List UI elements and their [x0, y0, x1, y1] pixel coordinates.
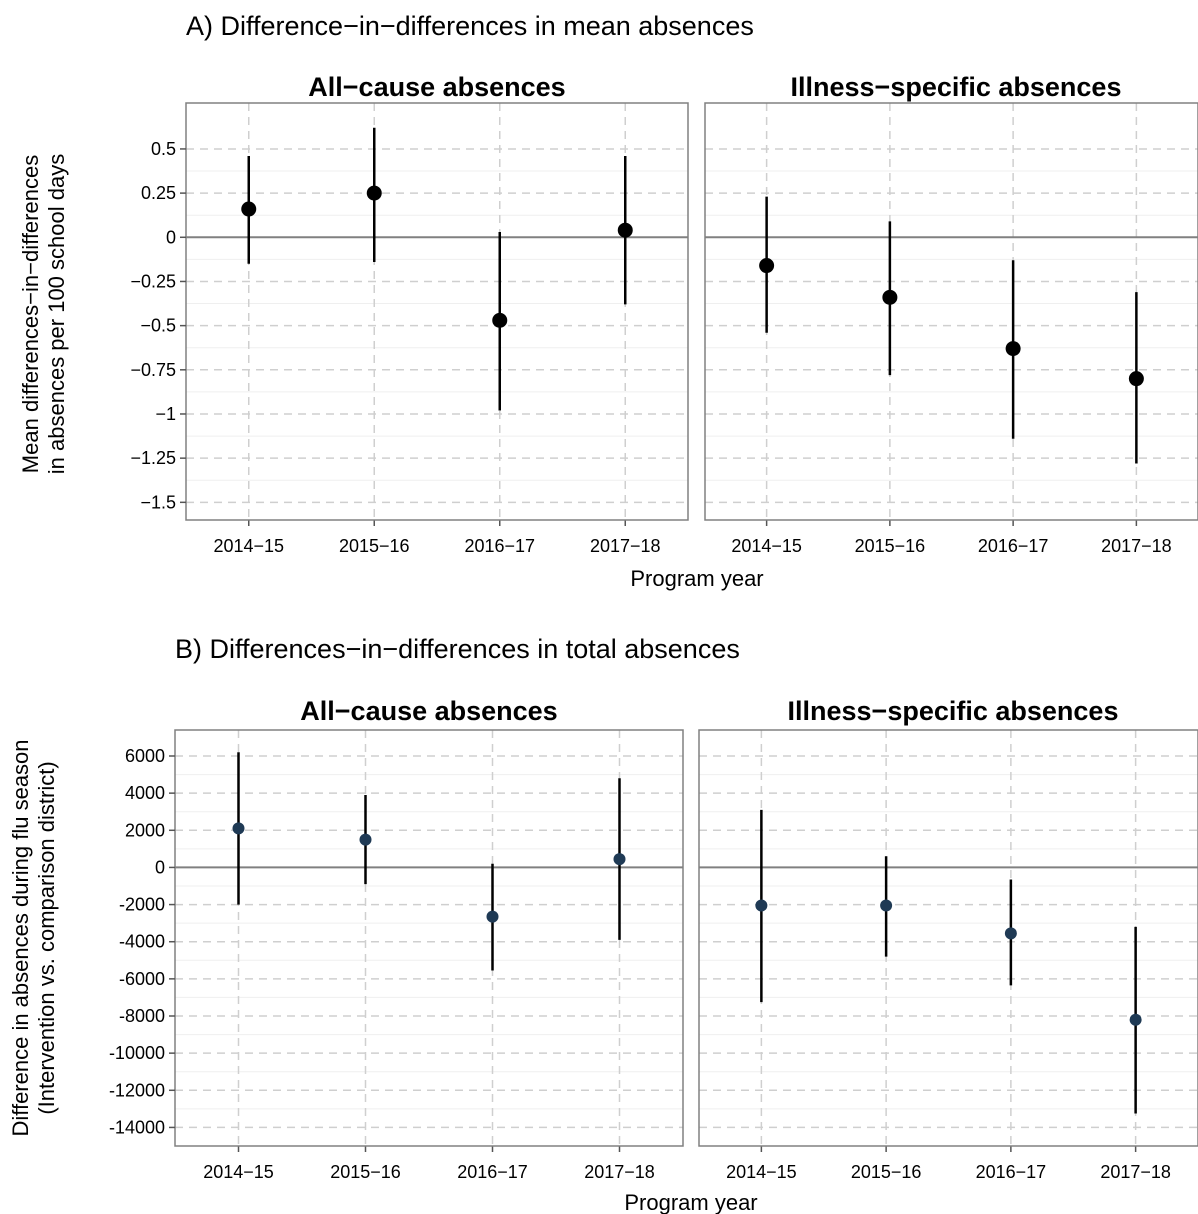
x-tick-label: 2015−16 — [855, 536, 926, 556]
figure-b-x-axis-label: Program year — [624, 1190, 757, 1214]
x-tick-label: 2017−18 — [584, 1162, 655, 1182]
figure-b-right-panel-title: Illness−specific absences — [788, 696, 1119, 726]
estimate-point — [492, 312, 508, 328]
panel-background — [175, 730, 683, 1146]
panel-border — [174, 729, 684, 1147]
figure-a-left-panel: 2014−15 2015−16 2016−17 2017−18 — [185, 102, 689, 556]
y-tick-label: 4000 — [125, 783, 165, 803]
x-tick-label: 2016−17 — [464, 536, 535, 556]
x-tick-label: 2016−17 — [978, 536, 1049, 556]
figure-a: A) Difference−in−differences in mean abs… — [18, 11, 1198, 591]
y-tick-label: −1.25 — [130, 448, 176, 468]
estimate-point — [232, 822, 245, 835]
x-tick-label: 2015−16 — [330, 1162, 401, 1182]
estimate-point — [613, 853, 626, 866]
x-tick-label: 2014−15 — [213, 536, 284, 556]
estimate-point — [880, 899, 893, 912]
y-tick-label: −0.75 — [130, 360, 176, 380]
y-tick-label: 2000 — [125, 820, 165, 840]
y-tick-label: −0.5 — [140, 316, 176, 336]
estimate-point — [1129, 1013, 1142, 1026]
figure-b-y-axis-label-line1: Difference in absences during flu season — [8, 739, 33, 1136]
panel-border — [704, 102, 1198, 521]
y-tick-label: -14000 — [109, 1117, 165, 1137]
estimate-point — [486, 910, 499, 923]
estimate-point — [241, 201, 257, 217]
figure-a-y-ticks: 0.5 0.25 0 −0.25 −0.5 −0.75 −1 −1.25 −1.5 — [130, 139, 186, 512]
estimate-point — [1004, 927, 1017, 940]
x-tick-label: 2015−16 — [339, 536, 410, 556]
x-tick-label: 2014−15 — [731, 536, 802, 556]
x-tick-label: 2016−17 — [457, 1162, 528, 1182]
estimate-point — [359, 833, 372, 846]
figure-b-left-panel: 2014−15 2015−16 2016−17 2017−18 — [174, 729, 684, 1182]
estimate-point — [1005, 341, 1021, 357]
estimate-point — [1128, 371, 1144, 387]
figure-b-title: B) Differences−in−differences in total a… — [175, 634, 740, 664]
figure-a-right-panel: 2014−15 2015−16 2016−17 2017−18 — [704, 102, 1198, 556]
panel-background — [705, 103, 1198, 520]
figure-a-left-panel-title: All−cause absences — [308, 72, 565, 102]
y-tick-label: 0.5 — [151, 139, 176, 159]
x-tick-label: 2014−15 — [203, 1162, 274, 1182]
panel-border — [698, 729, 1198, 1147]
y-tick-label: −1 — [155, 404, 176, 424]
estimate-point — [755, 899, 768, 912]
x-tick-label: 2016−17 — [976, 1162, 1047, 1182]
figure-a-y-axis-label-line2: in absences per 100 school days — [44, 154, 69, 474]
figure-b: B) Differences−in−differences in total a… — [8, 634, 1198, 1214]
panel-background — [699, 730, 1198, 1146]
y-tick-label: −0.25 — [130, 271, 176, 291]
y-tick-label: -6000 — [119, 969, 165, 989]
panel-background — [186, 103, 688, 520]
y-tick-label: -4000 — [119, 932, 165, 952]
estimate-point — [882, 289, 898, 305]
x-tick-label: 2017−18 — [590, 536, 661, 556]
figure-b-left-panel-title: All−cause absences — [300, 696, 557, 726]
y-tick-label: 0 — [166, 227, 176, 247]
x-tick-label: 2015−16 — [851, 1162, 922, 1182]
x-tick-label: 2017−18 — [1101, 536, 1172, 556]
figure-b-right-panel: 2014−15 2015−16 2016−17 2017−18 — [698, 729, 1198, 1182]
figure-a-x-axis-label: Program year — [630, 566, 763, 591]
estimate-point — [759, 258, 775, 274]
figure-a-title: A) Difference−in−differences in mean abs… — [186, 11, 754, 41]
y-tick-label: -12000 — [109, 1080, 165, 1100]
y-tick-label: 0 — [155, 857, 165, 877]
x-tick-label: 2017−18 — [1100, 1162, 1171, 1182]
y-tick-label: 0.25 — [141, 183, 176, 203]
y-tick-label: −1.5 — [140, 492, 176, 512]
figure-b-y-axis-label-line2: (Intervention vs. comparison district) — [34, 761, 59, 1114]
y-tick-label: -8000 — [119, 1006, 165, 1026]
y-tick-label: -2000 — [119, 895, 165, 915]
panel-border — [185, 102, 689, 521]
figure-b-y-ticks: 6000 4000 2000 0 -2000 -4000 -6000 -8000 -10000 -… — [109, 746, 175, 1137]
estimate-point — [366, 185, 382, 201]
figure-a-y-axis-label-line1: Mean differences−in−differences — [18, 155, 43, 473]
y-tick-label: 6000 — [125, 746, 165, 766]
estimate-point — [617, 222, 633, 238]
y-tick-label: -10000 — [109, 1043, 165, 1063]
x-tick-label: 2014−15 — [726, 1162, 797, 1182]
figure-a-right-panel-title: Illness−specific absences — [791, 72, 1122, 102]
